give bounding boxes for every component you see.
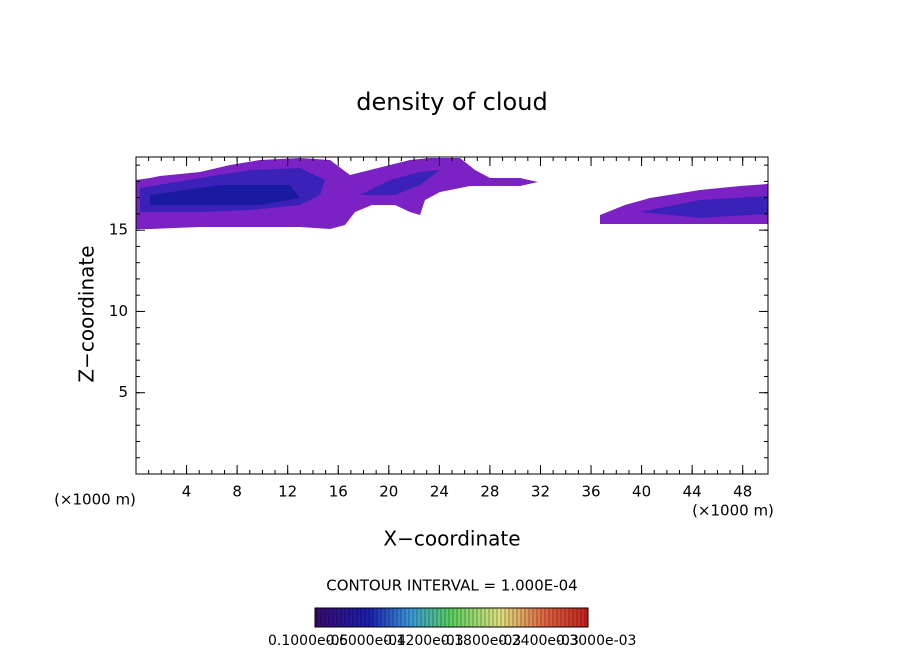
chart-title: density of cloud xyxy=(356,88,547,116)
colorbar-label: 0.1200e-03 xyxy=(383,633,463,649)
y-tick-label: 5 xyxy=(118,383,128,401)
contour-fills xyxy=(136,158,768,229)
colorbar xyxy=(314,607,589,628)
x-tick-label: 32 xyxy=(531,483,550,501)
x-tick-label: 8 xyxy=(232,483,242,501)
x-axis-label: X−coordinate xyxy=(383,527,520,551)
x-unit-label: (×1000 m) xyxy=(54,491,136,509)
x-tick-label: 48 xyxy=(733,483,752,501)
y-tick-label: 15 xyxy=(109,221,128,239)
x-unit-label: (×1000 m) xyxy=(692,502,774,520)
x-tick-label: 16 xyxy=(329,483,348,501)
x-tick-label: 4 xyxy=(182,483,192,501)
colorbar-label: 0.1800e-03 xyxy=(441,633,521,649)
y-tick-label: 10 xyxy=(109,302,128,320)
contour-core xyxy=(150,185,300,205)
colorbar-label: 0.2400e-03 xyxy=(498,633,578,649)
x-tick-label: 40 xyxy=(632,483,651,501)
colorbar-label: 0.1000e-05 xyxy=(268,633,348,649)
x-tick-label: 12 xyxy=(278,483,297,501)
x-tick-label: 44 xyxy=(683,483,702,501)
colorbar-label: 0.3000e-03 xyxy=(556,633,636,649)
contour-mid xyxy=(640,196,768,218)
contour-interval: CONTOUR INTERVAL = 1.000E-04 xyxy=(326,577,577,595)
x-tick-label: 20 xyxy=(379,483,398,501)
colorbar-label: 0.6000e-04 xyxy=(326,633,407,649)
y-axis-label: Z−coordinate xyxy=(75,245,99,382)
x-tick-label: 28 xyxy=(480,483,499,501)
x-tick-label: 36 xyxy=(581,483,600,501)
colorbar-stripes xyxy=(316,609,586,626)
x-tick-label: 24 xyxy=(430,483,449,501)
